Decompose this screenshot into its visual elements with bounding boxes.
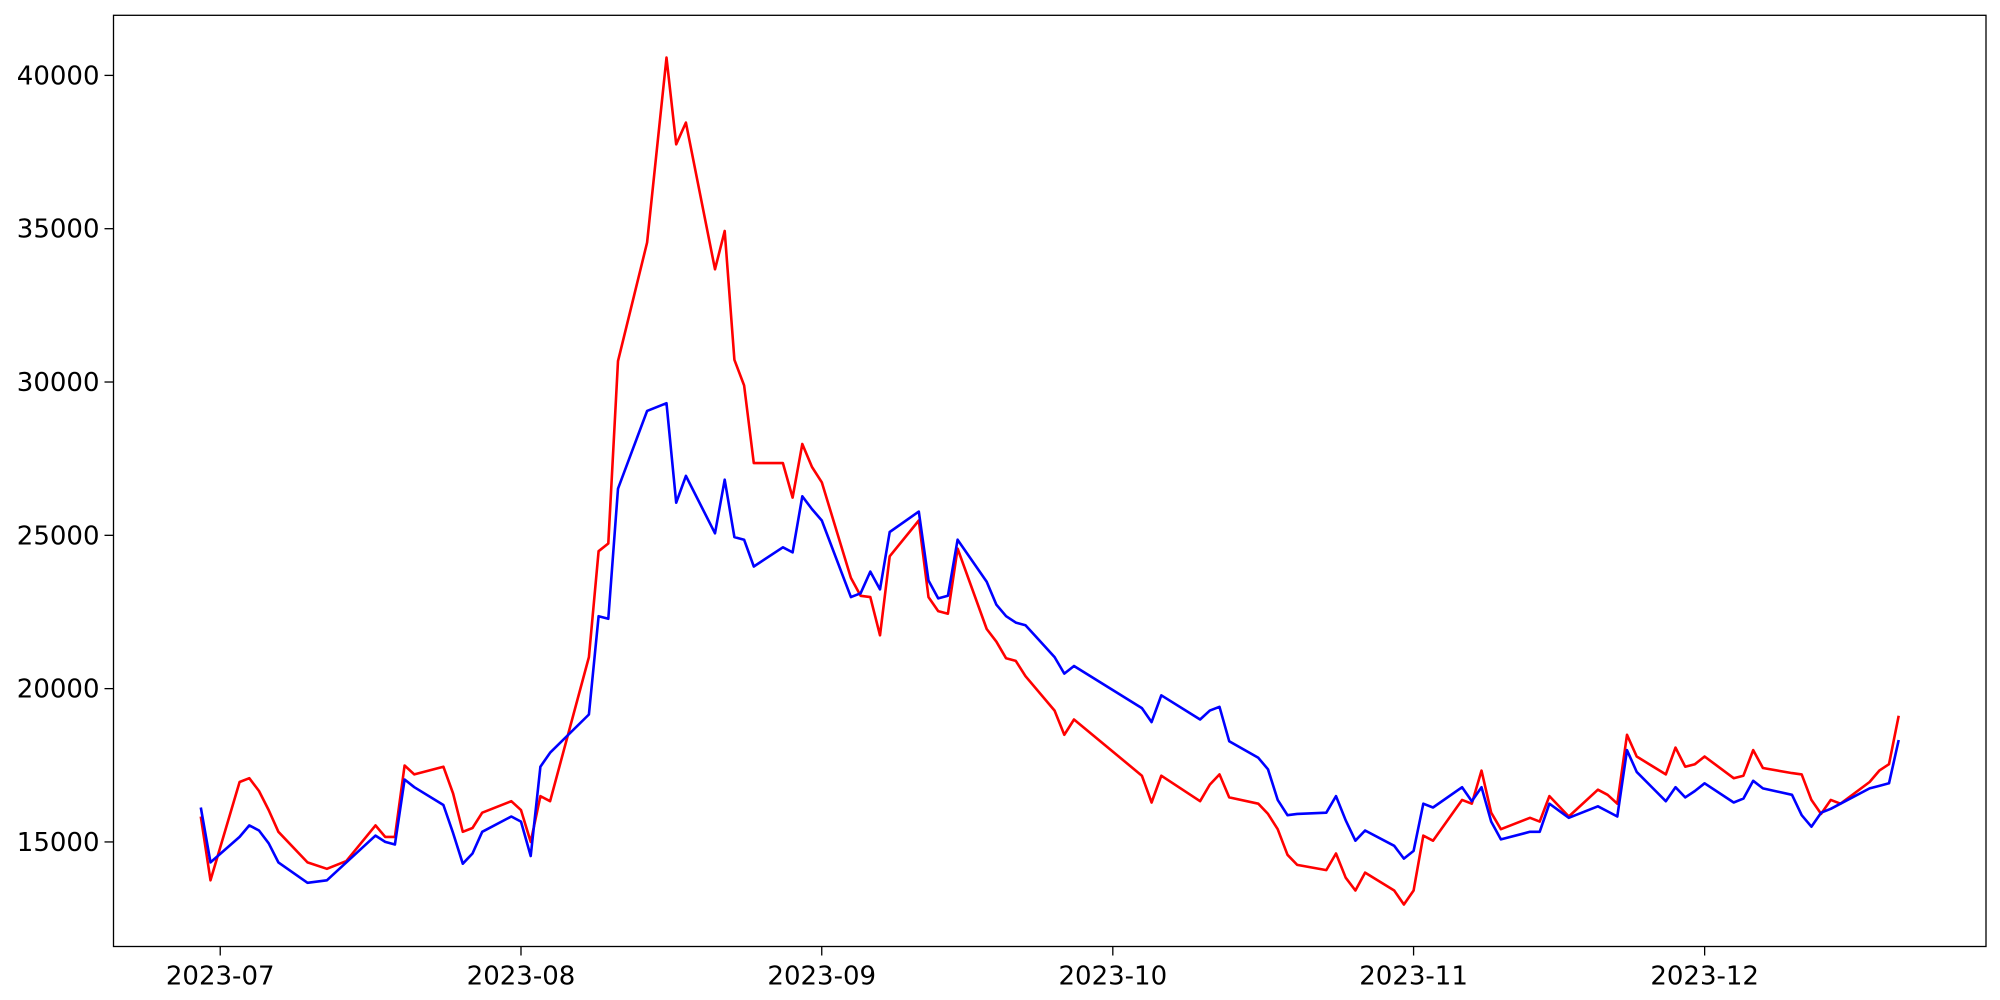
x-tick-label: 2023-11 <box>1359 962 1468 992</box>
y-tick-label: 20000 <box>17 675 100 705</box>
x-tick-label: 2023-09 <box>767 962 876 992</box>
y-tick-label: 15000 <box>17 828 100 858</box>
y-tick-label: 35000 <box>17 215 100 245</box>
x-tick-label: 2023-12 <box>1650 962 1759 992</box>
y-tick-label: 40000 <box>17 61 100 91</box>
x-tick-label: 2023-07 <box>166 962 275 992</box>
plot-frame <box>112 14 1987 948</box>
data-line <box>199 401 1900 885</box>
x-tick-label: 2023-08 <box>467 962 576 992</box>
data-line <box>199 56 1900 906</box>
x-tick-label: 2023-10 <box>1058 962 1167 992</box>
y-tick-label: 30000 <box>17 368 100 398</box>
y-tick-label: 25000 <box>17 521 100 551</box>
